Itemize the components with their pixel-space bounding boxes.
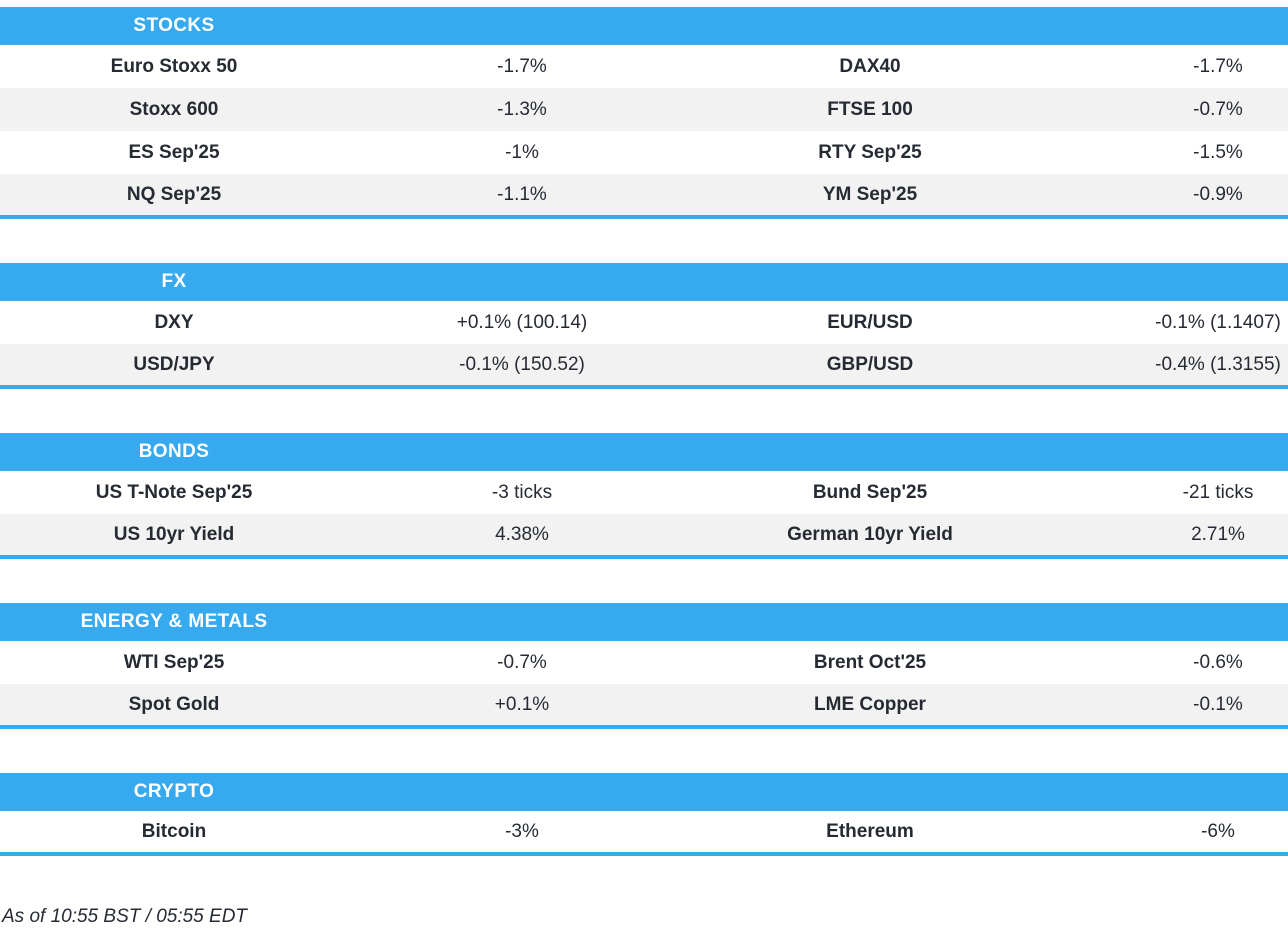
section-crypto: CRYPTO Bitcoin -3% Ethereum -6%	[0, 773, 1288, 856]
instrument-value: -0.7%	[497, 652, 547, 673]
section-header: STOCKS	[0, 7, 1288, 45]
instrument-value: -1.1%	[348, 174, 696, 217]
table-row: Euro Stoxx 50 -1.7% DAX40 -1.7%	[0, 45, 1288, 88]
table-row: Bitcoin -3% Ethereum -6%	[0, 811, 1288, 854]
section-title: STOCKS	[133, 15, 215, 36]
instrument-label: LME Copper	[696, 684, 1044, 727]
instrument-value: 2.71%	[1044, 514, 1288, 557]
instrument-label: USD/JPY	[0, 344, 348, 387]
table-row: US 10yr Yield 4.38% German 10yr Yield 2.71%	[0, 514, 1288, 557]
instrument-value: +0.1%	[348, 684, 696, 727]
instrument-label: Stoxx 600	[0, 88, 348, 131]
instrument-label: NQ Sep'25	[0, 174, 348, 217]
section-title: FX	[161, 271, 187, 292]
instrument-label: YM Sep'25	[696, 174, 1044, 217]
instrument-value: -21 ticks	[1182, 482, 1254, 503]
table-row: DXY +0.1% (100.14) EUR/USD -0.1% (1.1407)	[0, 301, 1288, 344]
instrument-value: -6%	[1201, 821, 1235, 842]
instrument-label: DXY	[154, 312, 194, 333]
instrument-label: Ethereum	[826, 821, 914, 842]
section-header-bar: BONDS	[0, 433, 1288, 471]
instrument-value: -1.5%	[1193, 142, 1243, 163]
section-fx: FX DXY +0.1% (100.14) EUR/USD -0.1% (1.1407)…	[0, 263, 1288, 389]
instrument-value: +0.1% (100.14)	[456, 312, 588, 333]
instrument-value: 4.38%	[348, 514, 696, 557]
instrument-label: Bund Sep'25	[812, 482, 928, 503]
section-header-bar: FX	[0, 263, 1288, 301]
section-header-bar: ENERGY & METALS	[0, 603, 1288, 641]
timestamp-note: As of 10:55 BST / 05:55 EDT	[2, 906, 248, 927]
instrument-value: -1.7%	[497, 56, 547, 77]
table-row: WTI Sep'25 -0.7% Brent Oct'25 -0.6%	[0, 641, 1288, 684]
instrument-label: Bitcoin	[141, 821, 207, 842]
instrument-label: ES Sep'25	[128, 142, 220, 163]
instrument-value: -0.9%	[1044, 174, 1288, 217]
table-row: ES Sep'25 -1% RTY Sep'25 -1.5%	[0, 131, 1288, 174]
instrument-label: German 10yr Yield	[696, 514, 1044, 557]
instrument-label: EUR/USD	[827, 312, 913, 333]
table-row: Spot Gold +0.1% LME Copper -0.1%	[0, 684, 1288, 727]
table-row: USD/JPY -0.1% (150.52) GBP/USD -0.4% (1.315…	[0, 344, 1288, 387]
section-title: ENERGY & METALS	[80, 611, 268, 632]
instrument-label: WTI Sep'25	[123, 652, 225, 673]
section-header: FX	[0, 263, 1288, 301]
instrument-label: Euro Stoxx 50	[110, 56, 238, 77]
instrument-value: -1.7%	[1193, 56, 1243, 77]
instrument-value: -0.1% (1.1407)	[1155, 312, 1281, 333]
instrument-label: DAX40	[839, 56, 901, 77]
section-title: BONDS	[138, 441, 210, 462]
table-row: Stoxx 600 -1.3% FTSE 100 -0.7%	[0, 88, 1288, 131]
instrument-value: -0.6%	[1193, 652, 1243, 673]
section-header: ENERGY & METALS	[0, 603, 1288, 641]
instrument-value: -0.1% (150.52)	[348, 344, 696, 387]
instrument-value: -1.3%	[348, 88, 696, 131]
table-row: NQ Sep'25 -1.1% YM Sep'25 -0.9%	[0, 174, 1288, 217]
instrument-label: RTY Sep'25	[818, 142, 922, 163]
instrument-value: -0.1%	[1044, 684, 1288, 727]
instrument-value: -0.7%	[1044, 88, 1288, 131]
section-header: CRYPTO	[0, 773, 1288, 811]
instrument-label: GBP/USD	[696, 344, 1044, 387]
section-header: BONDS	[0, 433, 1288, 471]
section-header-bar: CRYPTO	[0, 773, 1288, 811]
instrument-label: Spot Gold	[0, 684, 348, 727]
section-energy-metals: ENERGY & METALS WTI Sep'25 -0.7% Brent Oct'…	[0, 603, 1288, 729]
instrument-label: Brent Oct'25	[813, 652, 927, 673]
instrument-label: US 10yr Yield	[0, 514, 348, 557]
instrument-value: -3%	[505, 821, 539, 842]
section-title: CRYPTO	[133, 781, 215, 802]
instrument-value: -3 ticks	[491, 482, 553, 503]
instrument-label: FTSE 100	[696, 88, 1044, 131]
instrument-value: -0.4% (1.3155)	[1044, 344, 1288, 387]
section-stocks: STOCKS Euro Stoxx 50 -1.7% DAX40 -1.7% Stoxx …	[0, 7, 1288, 219]
table-row: US T-Note Sep'25 -3 ticks Bund Sep'25 -21 t…	[0, 471, 1288, 514]
section-bonds: BONDS US T-Note Sep'25 -3 ticks Bund Sep'25…	[0, 433, 1288, 559]
instrument-value: -1%	[505, 142, 539, 163]
instrument-label: US T-Note Sep'25	[95, 482, 253, 503]
market-wrap: STOCKS Euro Stoxx 50 -1.7% DAX40 -1.7% Stoxx …	[0, 7, 1288, 927]
section-header-bar: STOCKS	[0, 7, 1288, 45]
market-summary-tables: STOCKS Euro Stoxx 50 -1.7% DAX40 -1.7% Stoxx …	[0, 7, 1288, 856]
